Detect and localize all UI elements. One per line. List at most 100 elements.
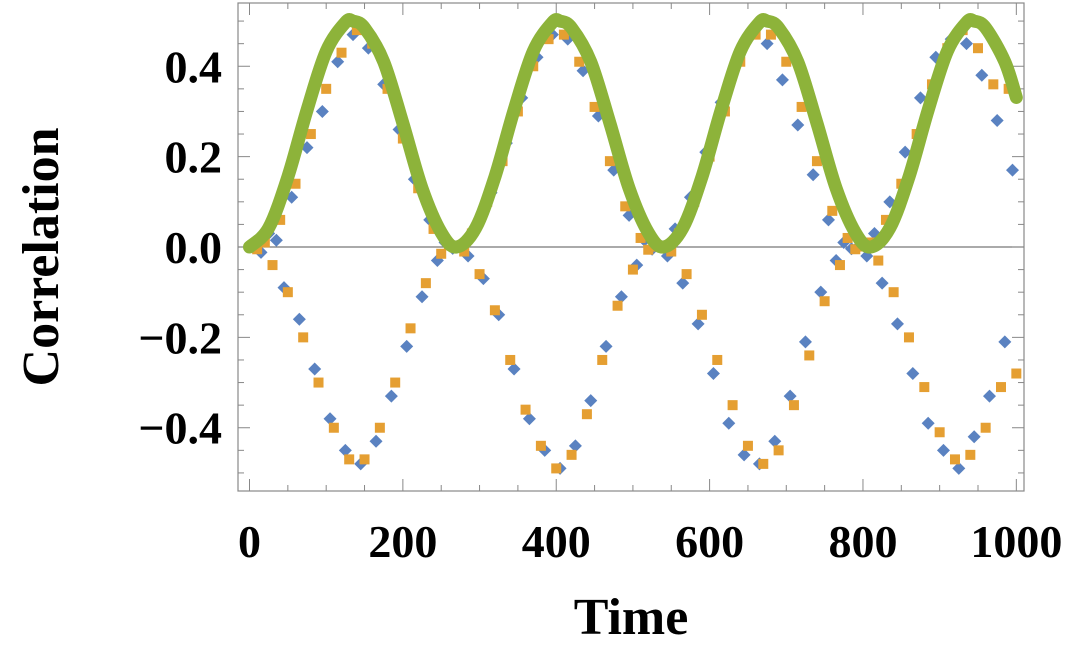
square-point [589,101,600,112]
square-point [313,377,324,388]
x-tick-label: 200 [368,516,437,567]
diamond-point [768,434,782,448]
square-point [727,400,738,411]
diamond-point [315,104,329,118]
square-point [888,287,899,298]
square-point [359,454,370,465]
diamond-point [292,312,306,326]
square-point [298,332,309,343]
square-point [604,156,615,167]
diamond-point [875,276,889,290]
square-point [834,260,845,271]
square-point [788,400,799,411]
y-tick-label: 0.4 [165,41,223,92]
x-tick-label: 0 [238,516,261,567]
square-point [742,440,753,451]
square-point [275,214,286,225]
square-point [282,287,293,298]
diamond-point [898,145,912,159]
diamond-point [331,55,345,69]
square-point [850,244,861,255]
diamond-point [269,233,283,247]
square-point [566,449,577,460]
square-point [919,382,930,393]
square-point [535,440,546,451]
square-point [627,264,638,275]
diamond-point [691,317,705,331]
square-point [965,449,976,460]
square-point [696,309,707,320]
square-point [873,255,884,266]
diamond-point [400,339,414,353]
square-point [543,34,554,45]
diamond-point [860,249,874,263]
diamond-point [806,168,820,182]
diamond-point [737,448,751,462]
square-point [344,454,355,465]
diamond-point [338,443,352,457]
x-tick-label: 400 [522,516,591,567]
diamond-point [791,118,805,132]
diamond-point [430,254,444,268]
square-point [995,382,1006,393]
diamond-point [906,367,920,381]
diamond-point [584,394,598,408]
diamond-point [890,317,904,331]
axes [237,2,1025,492]
square-point [351,25,362,36]
diamond-point [921,416,935,430]
diamond-point [568,439,582,453]
square-point [773,445,784,456]
diamond-point [415,290,429,304]
plot-marks [243,13,1023,475]
square-point [321,83,332,94]
square-point [972,43,983,54]
diamond-point [676,276,690,290]
diamond-point [975,68,989,82]
square-point [374,422,385,433]
diamond-point [507,362,521,376]
square-point [1011,368,1022,379]
envelope-line [243,13,1023,254]
diamond-point [1005,163,1019,177]
square-point [712,354,723,365]
square-point [328,422,339,433]
diamond-point [936,443,950,457]
square-point [765,29,776,40]
diamond-point [798,335,812,349]
diamond-point [706,367,720,381]
square-point [949,454,960,465]
square-point [819,296,830,307]
x-axis-title: Time [574,589,689,645]
diamond-point [384,389,398,403]
square-point [666,246,677,257]
diamond-point [323,412,337,426]
diamond-point [990,113,1004,127]
square-point [980,422,991,433]
square-point [842,232,853,243]
square-point [612,300,623,311]
x-tick-label: 600 [675,516,744,567]
square-point [305,129,316,140]
diamond-point [599,339,613,353]
square-point [459,246,470,257]
diamond-point [522,412,536,426]
square-point [290,178,301,189]
diamond-point [760,37,774,51]
square-point [827,205,838,216]
square-point [420,278,431,289]
square-point [574,56,585,67]
y-tick-label: −0.4 [138,403,222,454]
diamond-point [959,37,973,51]
tick-labels: 0 200 400 600 800 1000 −0.4 −0.2 0.0 0.2 0.4 [138,41,1062,567]
square-point [558,29,569,40]
y-tick-label: −0.2 [138,312,222,363]
diamond-point [814,285,828,299]
diamond-point [913,91,927,105]
diamond-point [783,389,797,403]
square-point [643,244,654,255]
square-point [267,260,278,271]
diamond-point [952,461,966,475]
square-point [681,269,692,280]
